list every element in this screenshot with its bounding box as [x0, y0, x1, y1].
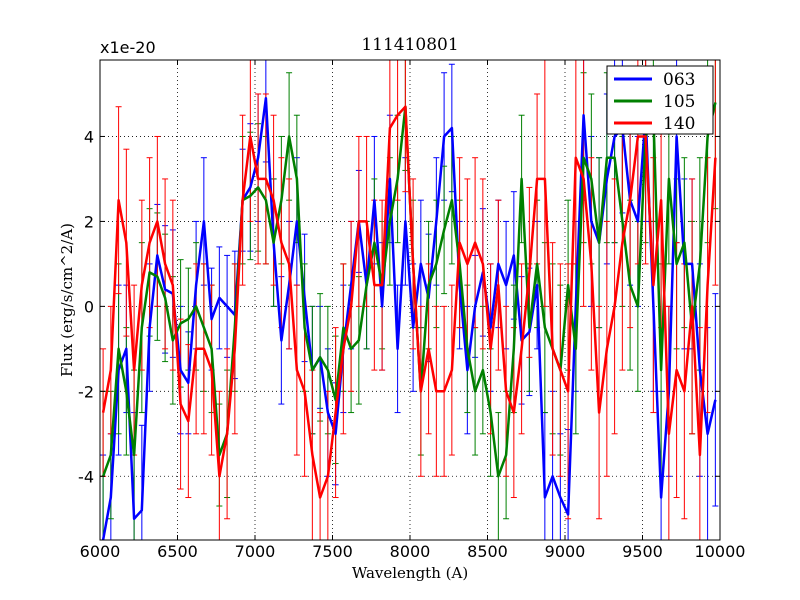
x-tick-label: 9500 [622, 542, 663, 561]
grid [100, 60, 720, 540]
series-lines [101, 96, 717, 540]
axis-ticks: 6000 6500 7000 7500 8000 8500 9000 9500 10000 -4 -… [78, 60, 745, 561]
x-tick-label: 8500 [467, 542, 508, 561]
series-line-140 [101, 105, 717, 499]
y-tick-label: 4 [84, 127, 94, 146]
y-tick-label: 2 [84, 212, 94, 231]
y-tick-label: -4 [78, 467, 94, 486]
x-tick-label: 9000 [545, 542, 586, 561]
x-tick-label: 7000 [235, 542, 276, 561]
y-offset-label: x1e-20 [100, 38, 156, 57]
legend-label-063: 063 [663, 70, 695, 90]
x-tick-label: 6000 [80, 542, 121, 561]
x-axis-label: Wavelength (A) [352, 564, 468, 582]
chart-title: 111410801 [361, 35, 458, 55]
x-tick-label: 8000 [390, 542, 431, 561]
x-tick-label: 7500 [312, 542, 353, 561]
series-line-063 [101, 96, 717, 540]
x-tick-label: 10000 [695, 542, 746, 561]
x-tick-label: 6500 [157, 542, 198, 561]
legend-label-105: 105 [663, 92, 695, 112]
y-tick-label: -2 [78, 382, 94, 401]
y-axis-label: Flux (erg/s/cm^2/A) [58, 223, 76, 377]
legend-label-140: 140 [663, 114, 695, 134]
y-tick-label: 0 [84, 297, 94, 316]
